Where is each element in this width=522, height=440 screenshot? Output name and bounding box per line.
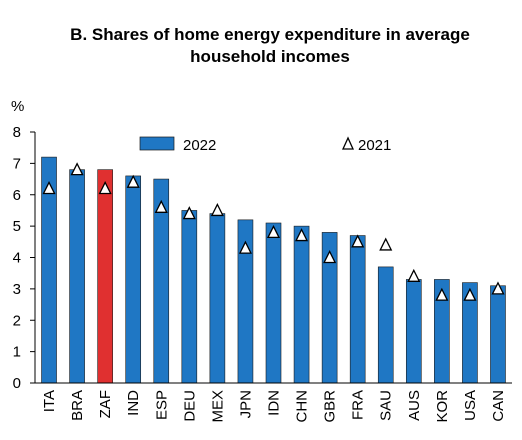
x-tick-label-bra: BRA xyxy=(69,390,86,421)
x-tick-label-usa: USA xyxy=(462,390,479,421)
x-tick-label-sau: SAU xyxy=(378,390,395,421)
x-tick-label-gbr: GBR xyxy=(322,390,339,423)
marker-2021-mex xyxy=(210,202,224,217)
marker-2021-jpn xyxy=(238,240,252,254)
x-tick-label-can: CAN xyxy=(490,390,507,422)
bar-ind xyxy=(125,175,142,384)
legend-swatch-2022 xyxy=(139,136,175,151)
bar-chn xyxy=(293,225,310,384)
bar-idn xyxy=(265,222,282,384)
y-tick-label: 2 xyxy=(13,312,21,329)
y-axis: 0 1 2 3 4 5 6 7 8 xyxy=(13,124,36,392)
y-tick-label: 1 xyxy=(13,344,21,361)
bar-deu xyxy=(181,210,198,384)
markers-2021 xyxy=(42,162,505,301)
marker-2021-idn xyxy=(266,224,281,239)
legend-marker-2021 xyxy=(341,136,355,150)
marker-2021-ita xyxy=(42,181,56,195)
chart-title-line-1: B. Shares of home energy expenditure in … xyxy=(70,25,470,44)
marker-2021-can xyxy=(491,281,505,295)
marker-2021-usa xyxy=(463,287,477,301)
bar-zaf xyxy=(97,169,113,384)
bar-fra xyxy=(349,235,366,384)
bar-bra xyxy=(69,169,85,384)
x-tick-label-kor: KOR xyxy=(434,390,451,423)
marker-2021-aus xyxy=(407,268,421,282)
bar-aus xyxy=(405,279,422,384)
x-tick-label-chn: CHN xyxy=(294,390,311,423)
marker-2021-kor xyxy=(435,287,449,301)
legend-label-2021: 2021 xyxy=(358,137,391,154)
marker-2021-gbr xyxy=(323,250,337,264)
marker-2021-chn xyxy=(295,228,309,242)
y-axis-unit-label: % xyxy=(11,98,24,115)
marker-2021-esp xyxy=(154,199,168,213)
y-tick-label: 8 xyxy=(13,124,21,141)
x-tick-label-mex: MEX xyxy=(209,390,226,423)
x-tick-label-fra: FRA xyxy=(350,390,367,420)
x-tick-label-esp: ESP xyxy=(153,390,170,420)
marker-2021-zaf xyxy=(98,181,112,195)
bars xyxy=(41,156,506,384)
legend: 2022 2021 xyxy=(139,136,391,154)
y-tick-label: 4 xyxy=(13,250,21,267)
marker-2021-deu xyxy=(182,206,196,220)
legend-label-2022: 2022 xyxy=(183,137,216,154)
marker-2021-sau xyxy=(379,237,393,251)
y-tick-label: 7 xyxy=(13,155,21,172)
bar-can xyxy=(490,285,506,384)
x-tick-label-zaf: ZAF xyxy=(97,390,114,418)
y-tick-label: 5 xyxy=(13,218,21,235)
bar-sau xyxy=(377,266,394,384)
marker-2021-ind xyxy=(126,174,140,188)
y-tick-label: 0 xyxy=(13,375,21,392)
chart-title-line-2: household incomes xyxy=(190,47,350,66)
x-tick-label-deu: DEU xyxy=(181,390,198,422)
x-tick-label-jpn: JPN xyxy=(237,390,254,418)
bar-mex xyxy=(209,213,226,384)
y-tick-label: 6 xyxy=(13,187,21,204)
x-tick-label-ind: IND xyxy=(125,390,142,416)
x-axis: ITA BRA ZAF IND ESP DEU MEX JPN IDN CHN GBR FRA SAU A… xyxy=(35,382,512,423)
marker-2021-fra xyxy=(351,234,365,248)
marker-2021-bra xyxy=(70,162,84,176)
x-tick-label-ita: ITA xyxy=(41,390,58,412)
x-tick-label-idn: IDN xyxy=(266,390,283,416)
x-tick-label-aus: AUS xyxy=(406,390,423,421)
y-tick-label: 3 xyxy=(13,281,21,298)
